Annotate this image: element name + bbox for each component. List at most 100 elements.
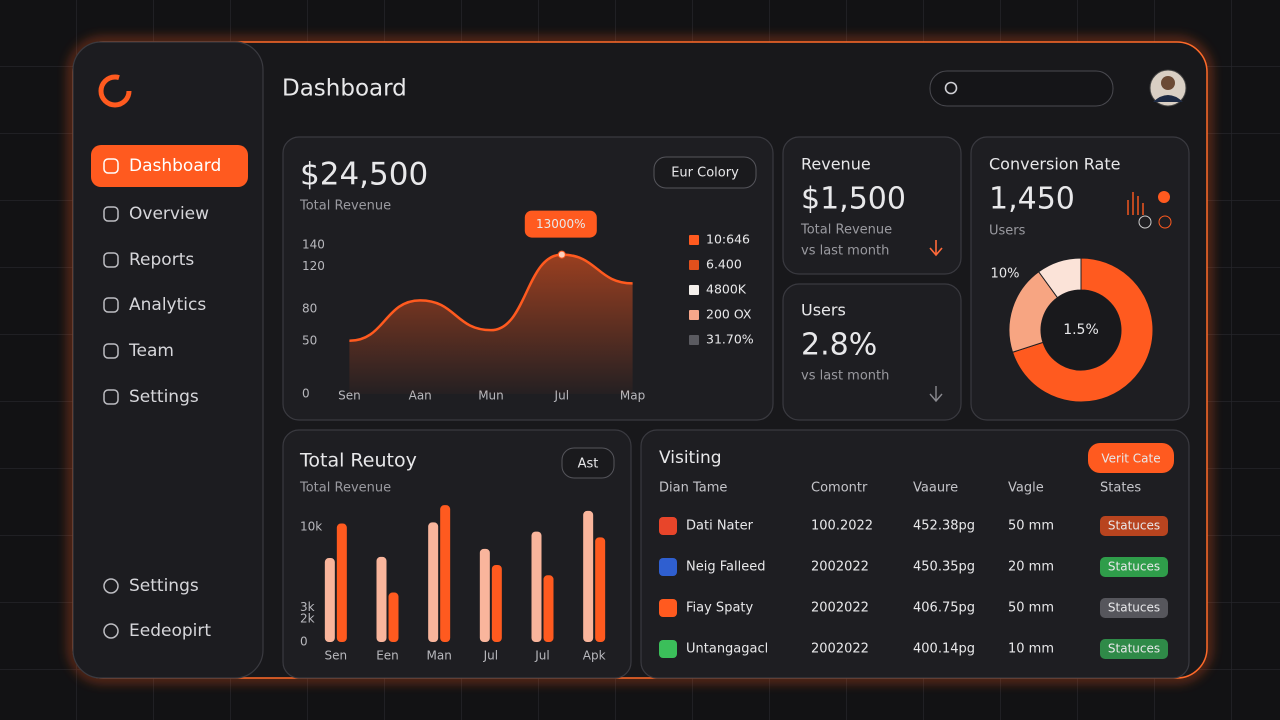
y-tick-label: 140 [302, 238, 325, 252]
decor-dot [1158, 191, 1170, 203]
currency-button[interactable] [653, 156, 757, 189]
page-title: Dashboard [282, 76, 407, 102]
table-cell: 2002022 [811, 601, 869, 616]
nav-item[interactable]: Reports [129, 250, 194, 270]
card-title: Users [801, 301, 846, 320]
nav-icon [103, 158, 119, 174]
legend-swatch [689, 260, 699, 270]
nav-item[interactable]: Settings [129, 387, 199, 407]
bar-button-label: Ast [578, 457, 599, 472]
status-badge [1100, 639, 1168, 659]
currency-button-label: Eur Colory [671, 166, 739, 181]
row-icon [659, 599, 677, 617]
avatar-body [1153, 95, 1183, 102]
y-tick-label: 0 [300, 635, 308, 649]
bar [388, 592, 399, 642]
bar [531, 531, 542, 642]
logo [98, 74, 132, 108]
table-cell: 452.38pg [913, 519, 975, 534]
bar [583, 510, 594, 642]
sidebar [72, 41, 264, 679]
bar [479, 548, 490, 642]
x-tick-label: Apk [583, 649, 606, 663]
y-tick-label: 10k [300, 520, 322, 534]
y-tick-label: 50 [302, 333, 317, 347]
row-icon [659, 640, 677, 658]
nav-active-bg[interactable] [91, 145, 248, 187]
nav-icon [103, 389, 119, 405]
table-cell: Dati Nater [686, 519, 754, 534]
y-tick-label: 0 [302, 387, 310, 401]
card-label: Users [989, 224, 1026, 239]
nav-item[interactable]: Dashboard [129, 156, 221, 176]
search-icon [944, 81, 958, 95]
card-value: 1,450 [989, 182, 1075, 217]
nav-item[interactable]: Overview [129, 204, 209, 224]
table-cell: 450.35pg [913, 560, 975, 575]
line [349, 253, 633, 343]
table-cell: 2002022 [811, 560, 869, 575]
card-label: Total Revenue [800, 223, 892, 238]
users-card [782, 283, 962, 421]
nav-icon [103, 343, 119, 359]
search-box[interactable] [929, 70, 1114, 107]
avatar-head [1161, 76, 1175, 90]
table-cell: 10 mm [1008, 642, 1054, 657]
legend-label: 6.400 [706, 257, 742, 272]
row-icon [659, 517, 677, 535]
table-cell: 400.14pg [913, 642, 975, 657]
bar [336, 523, 347, 642]
table-cell: Untangagacl [686, 642, 768, 657]
decor-dot [1158, 215, 1172, 229]
table-cell: 406.75pg [913, 601, 975, 616]
status-badge [1100, 598, 1168, 618]
nav-item[interactable]: Team [128, 341, 174, 361]
legend-label: 4800K [706, 282, 747, 297]
dynamic-layer: 10:646 6.400 4800K 200 OX 31.70% 0 50 80 120 140 S… [300, 210, 1168, 663]
donut-annotation: 10% [991, 267, 1020, 282]
card-note: vs last month [801, 369, 889, 384]
nav-icon [103, 623, 119, 639]
status-badge [1100, 516, 1168, 536]
bar-title: Total Reutoy [299, 450, 417, 472]
bar [491, 564, 502, 642]
nav-item[interactable]: Settings [129, 576, 199, 596]
down-arrow [929, 386, 943, 403]
bar [440, 505, 451, 642]
nav-icon [103, 252, 119, 268]
legend-swatch [689, 235, 699, 245]
y-tick-label: 2k [300, 612, 315, 626]
bar [324, 558, 335, 642]
donut-hole [1041, 290, 1121, 370]
table-cell: 2002022 [811, 642, 869, 657]
card-title: Conversion Rate [989, 155, 1120, 174]
donut-center-label: 1.5% [1063, 322, 1099, 338]
table-header: Dian Tame [659, 481, 727, 496]
card-title: Revenue [801, 155, 871, 174]
tooltip-label: 13000% [536, 217, 586, 231]
nav-item[interactable]: Analytics [129, 295, 206, 315]
status-label: Statuces [1108, 560, 1160, 574]
bar [428, 522, 439, 642]
bar [595, 537, 606, 642]
bar-button[interactable] [561, 447, 615, 479]
nav-icon [103, 206, 119, 222]
table-cell: 100.2022 [811, 519, 873, 534]
nav-icon [103, 578, 119, 594]
table-header: States [1100, 481, 1141, 496]
revenue-small-card [782, 136, 962, 275]
legend-swatch [689, 335, 699, 345]
x-tick-label: Sen [325, 649, 348, 663]
table-button-label: Verit Cate [1101, 452, 1160, 466]
legend-label: 200 OX [706, 307, 752, 322]
nav-item[interactable]: Eedeopirt [129, 621, 211, 641]
tooltip [524, 210, 597, 238]
x-tick-label: Jul [534, 649, 549, 663]
bar-subtitle: Total Revenue [299, 481, 391, 496]
down-arrow [929, 240, 943, 257]
table-cell: 20 mm [1008, 560, 1054, 575]
y-tick-label: 80 [302, 301, 317, 315]
y-tick-label: 3k [300, 600, 315, 614]
table-card [640, 429, 1190, 679]
table-button[interactable] [1088, 443, 1174, 473]
